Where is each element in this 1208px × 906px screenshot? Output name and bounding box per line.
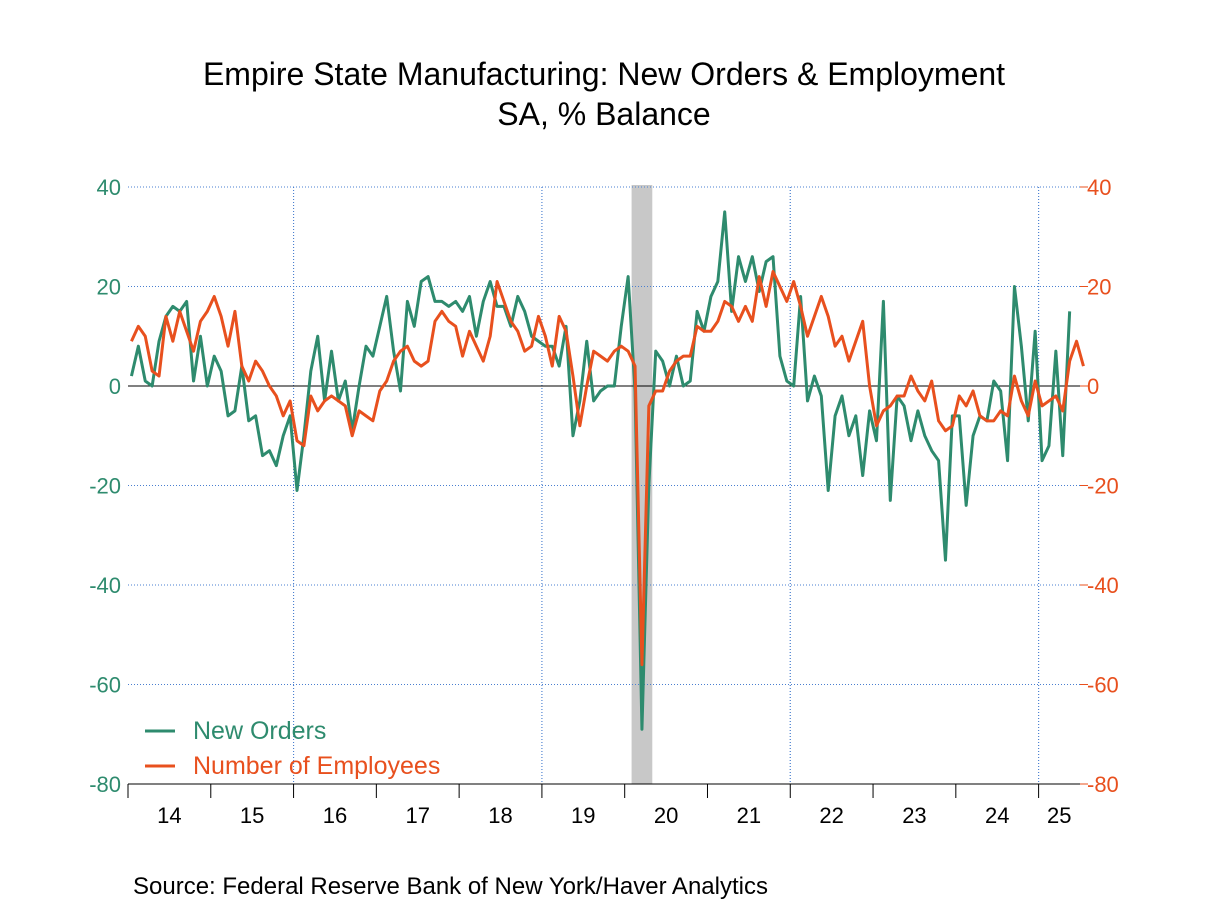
legend-label-number-of-employees: Number of Employees bbox=[193, 752, 440, 780]
x-tick-label: 15 bbox=[240, 803, 264, 828]
right-tick-label: -20 bbox=[1087, 474, 1119, 499]
axes bbox=[127, 186, 1088, 798]
x-axis-tick-labels: 14 15 16 17 18 19 20 21 22 23 24 25 bbox=[157, 803, 1071, 828]
right-tick-label: 20 bbox=[1087, 275, 1111, 300]
series-line-new-orders bbox=[129, 210, 1072, 731]
x-tick-label: 21 bbox=[737, 803, 761, 828]
grid-lines bbox=[128, 186, 1080, 785]
legend-label-new-orders: New Orders bbox=[193, 717, 326, 745]
left-tick-label: 0 bbox=[109, 374, 121, 399]
left-tick-label: 20 bbox=[97, 275, 121, 300]
right-tick-label: -60 bbox=[1087, 673, 1119, 698]
x-tick-label: 24 bbox=[985, 803, 1009, 828]
chart-title: Empire State Manufacturing: New Orders &… bbox=[203, 56, 1005, 92]
x-tick-label: 19 bbox=[571, 803, 595, 828]
x-tick-label: 20 bbox=[654, 803, 678, 828]
right-axis-tick-labels: 40 20 0 -20 -40 -60 -80 bbox=[1087, 175, 1119, 797]
x-tick-label: 22 bbox=[819, 803, 843, 828]
x-tick-label: 18 bbox=[488, 803, 512, 828]
x-tick-label: 23 bbox=[902, 803, 926, 828]
x-tick-label: 14 bbox=[157, 803, 181, 828]
left-tick-label: -40 bbox=[89, 573, 121, 598]
left-tick-label: -20 bbox=[89, 474, 121, 499]
left-axis-tick-labels: 40 20 0 -20 -40 -60 -80 bbox=[89, 175, 121, 797]
left-tick-label: -60 bbox=[89, 673, 121, 698]
right-tick-label: 40 bbox=[1087, 175, 1111, 200]
x-tick-label: 25 bbox=[1047, 803, 1071, 828]
x-tick-label: 16 bbox=[323, 803, 347, 828]
x-tick-label: 17 bbox=[405, 803, 429, 828]
left-tick-label: -80 bbox=[89, 772, 121, 797]
right-tick-label: -80 bbox=[1087, 772, 1119, 797]
chart-subtitle: SA, % Balance bbox=[497, 96, 710, 132]
left-tick-label: 40 bbox=[97, 175, 121, 200]
right-tick-label: 0 bbox=[1087, 374, 1099, 399]
series-line-number-of-employees bbox=[130, 270, 1085, 667]
recession-shading bbox=[631, 185, 653, 784]
source-note: Source: Federal Reserve Bank of New York… bbox=[133, 873, 768, 900]
right-tick-label: -40 bbox=[1087, 573, 1119, 598]
legend: New Orders Number of Employees bbox=[145, 717, 440, 780]
